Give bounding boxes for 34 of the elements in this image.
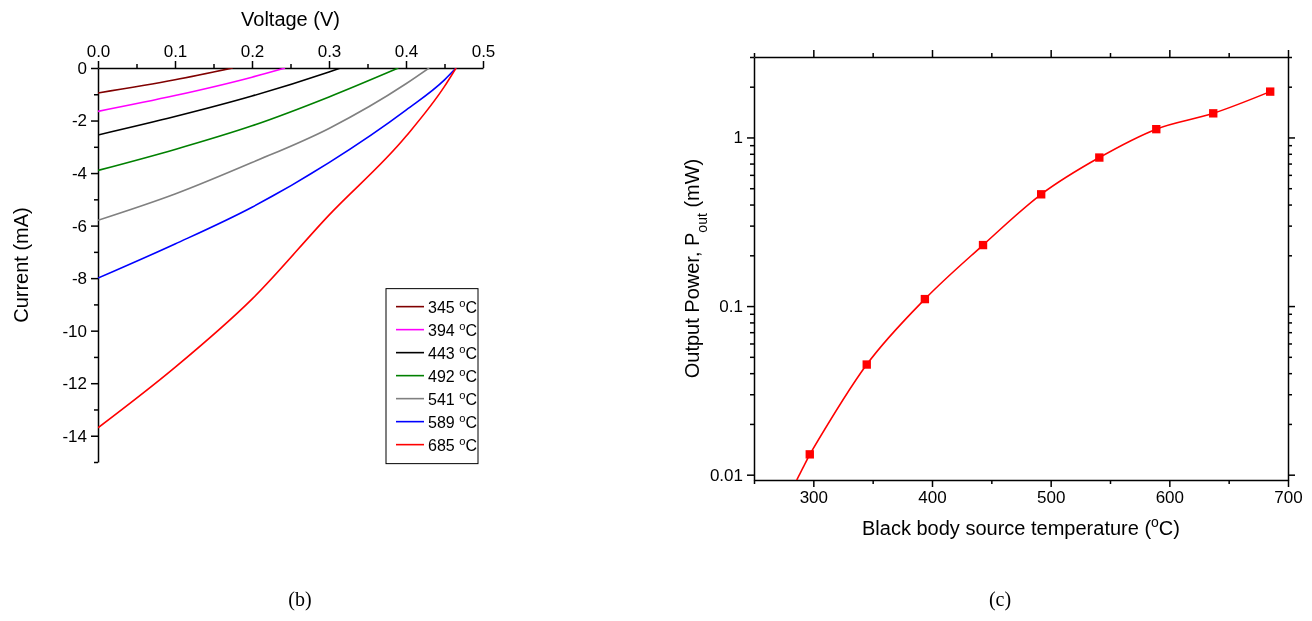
y-tick-label: -14 bbox=[62, 426, 87, 446]
legend-label: 492 $^{o}$C bbox=[428, 365, 477, 385]
x-tick-label: 400 bbox=[918, 488, 947, 508]
y-tick-label: -8 bbox=[71, 269, 87, 289]
text: (b) bbox=[288, 588, 312, 611]
legend-label: 443 $^{o}$C bbox=[428, 342, 477, 362]
x-tick-label: 600 bbox=[1155, 488, 1185, 508]
x-tick-label: 700 bbox=[1274, 488, 1303, 508]
legend-label: 394 $^{o}$C bbox=[428, 319, 477, 339]
x-axis-title: Black body source temperature ($^{o}$C) bbox=[862, 514, 1180, 539]
y-tick-label: 0.1 bbox=[719, 297, 743, 317]
y-tick-label: -10 bbox=[62, 321, 87, 341]
legend-label: 541 $^{o}$C bbox=[428, 388, 477, 408]
legend-label: 685 $^{o}$C bbox=[428, 434, 477, 454]
x-tick-label: 500 bbox=[1036, 488, 1066, 508]
x-tick-label: 0.3 bbox=[317, 42, 342, 61]
y-axis-title: Current (mA) bbox=[10, 207, 32, 323]
x-tick-label: 0.4 bbox=[394, 42, 419, 61]
y-tick-label: -6 bbox=[71, 216, 87, 236]
y-tick-label: -4 bbox=[71, 164, 87, 184]
y-tick-label: 1 bbox=[733, 128, 743, 148]
legend-label: 589 $^{o}$C bbox=[428, 411, 477, 431]
x-tick-label: 300 bbox=[799, 488, 829, 508]
legend-label: 345 $^{o}$C bbox=[428, 296, 477, 316]
x-tick-label: 0.0 bbox=[86, 42, 111, 61]
x-tick-label: 0.1 bbox=[163, 42, 188, 61]
y-tick-label: -2 bbox=[71, 111, 87, 131]
y-tick-label: -12 bbox=[62, 374, 87, 394]
text: (c) bbox=[988, 588, 1012, 611]
x-tick-label: 0.2 bbox=[240, 42, 265, 61]
x-tick-label: 0.5 bbox=[471, 42, 496, 61]
y-tick-label: 0 bbox=[77, 58, 87, 78]
x-axis-title: Voltage (V) bbox=[241, 8, 340, 30]
y-tick-label: 0.01 bbox=[709, 465, 743, 485]
